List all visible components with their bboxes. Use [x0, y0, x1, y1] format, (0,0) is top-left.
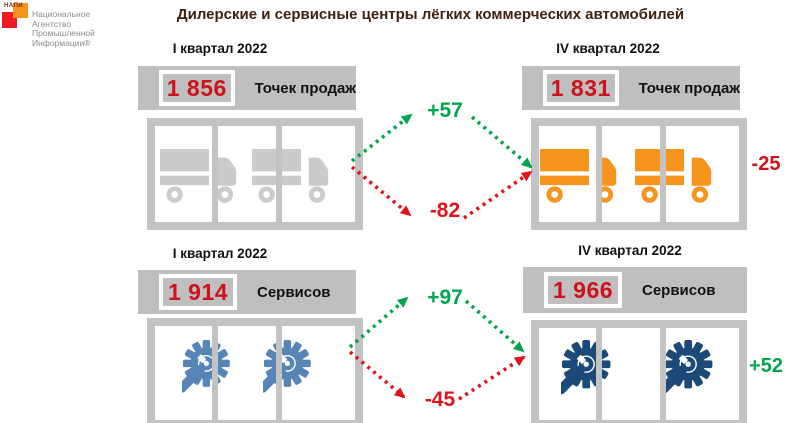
gear-wrench-icon [561, 339, 623, 401]
frame-divider [660, 328, 666, 420]
services-end-frame [531, 320, 747, 423]
services-loss-label: -45 [424, 388, 456, 411]
sales-gain-arrow-right [470, 115, 533, 169]
sales-end-quarter-label: IV квартал 2022 [556, 41, 660, 56]
sales-start-quarter-label: I квартал 2022 [172, 41, 268, 56]
services-end-value-box: 1 966 [544, 272, 622, 308]
services-start-quarter-label: I квартал 2022 [172, 246, 268, 261]
services-start-value: 1 914 [167, 278, 229, 305]
services-net-change-label: +52 [749, 355, 783, 377]
sales-end-value: 1 831 [550, 74, 611, 101]
truck-icon [635, 149, 721, 204]
services-end-quarter-label: IV квартал 2022 [578, 243, 682, 258]
logo-org-line: Национальное [32, 9, 91, 19]
sales-end-value-box: 1 831 [543, 70, 619, 106]
sales-start-value: 1 856 [166, 74, 227, 101]
services-start-metric-label: Сервисов [257, 283, 331, 301]
services-start-frame [147, 318, 363, 423]
logo-orange-square [13, 3, 28, 18]
services-start-value-box: 1 914 [159, 274, 237, 310]
logo-org-line: Информации® [32, 37, 91, 48]
logo-org-line: Промышленной [32, 28, 95, 39]
frame-divider [660, 126, 666, 222]
frame-divider [276, 326, 282, 420]
services-gain-label: +97 [427, 286, 463, 309]
sales-end-stat-bar: 1 831 Точек продаж [522, 66, 740, 110]
sales-gain-label: +57 [427, 99, 463, 122]
frame-divider [596, 126, 602, 222]
sales-net-change-label: -25 [751, 153, 781, 175]
sales-end-metric-label: Точек продаж [638, 79, 740, 97]
gear-wrench-icon [663, 339, 725, 401]
napi-logo: НАПИ Национальное Агентство Промышленной… [2, 2, 132, 50]
truck-icon [252, 149, 338, 204]
sales-start-value-box: 1 856 [159, 70, 235, 106]
services-end-stat-bar: 1 966 Сервисов [523, 267, 747, 313]
truck-icon [540, 149, 626, 204]
logo-org-line: Агентство [32, 18, 72, 29]
sales-start-frame [147, 118, 363, 230]
services-start-stat-bar: 1 914 Сервисов [138, 270, 356, 314]
frame-divider [596, 328, 602, 420]
gear-wrench-icon [263, 339, 323, 399]
truck-icon [160, 149, 246, 204]
sales-loss-label: -82 [429, 199, 461, 222]
services-end-metric-label: Сервисов [642, 281, 716, 299]
logo-org-name: Национальное Агентство Промышленной Инфо… [32, 9, 95, 48]
frame-divider [212, 326, 218, 420]
services-end-value: 1 966 [552, 276, 614, 303]
sales-start-stat-bar: 1 856 Точек продаж [138, 66, 356, 110]
logo-acronym: НАПИ [4, 3, 24, 9]
sales-start-metric-label: Точек продаж [254, 79, 356, 97]
frame-divider [212, 126, 218, 222]
page-title: Дилерские и сервисные центры лёгких комм… [176, 6, 685, 23]
frame-divider [276, 126, 282, 222]
sales-end-frame [531, 118, 747, 230]
